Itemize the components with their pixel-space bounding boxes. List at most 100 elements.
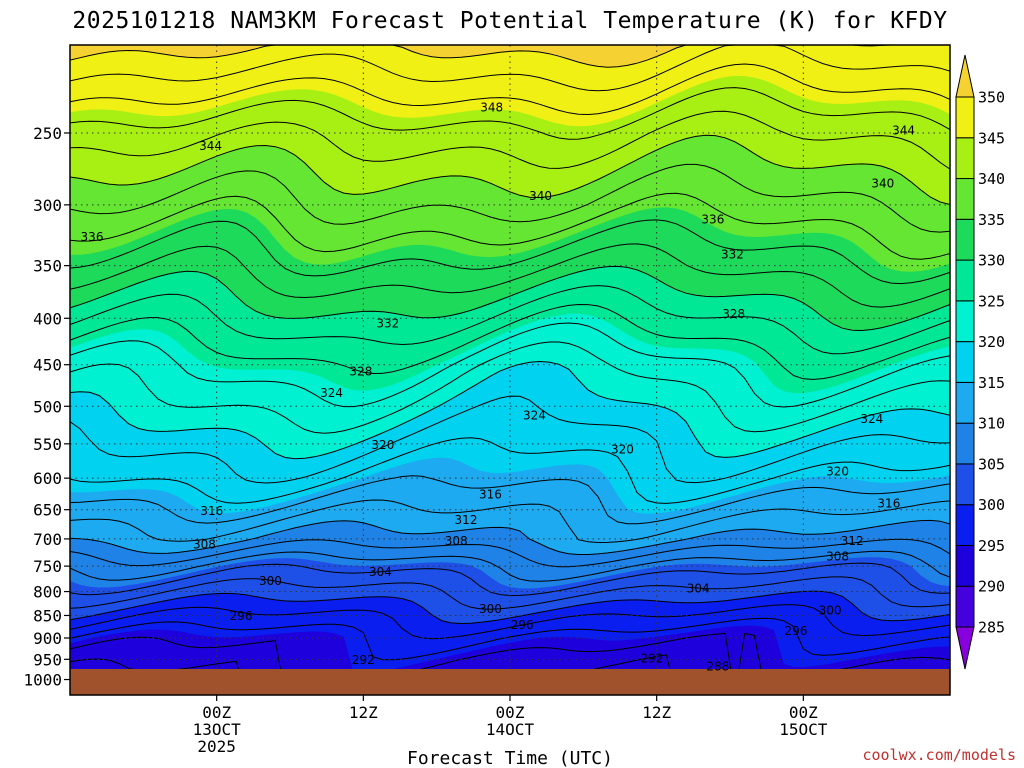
contour-label: 336 [81, 230, 104, 244]
colorbar-swatch-305 [955, 422, 975, 465]
colorbar-swatch-310 [955, 381, 975, 424]
contour-label: 316 [479, 488, 502, 502]
y-tick-label: 600 [33, 469, 62, 488]
y-tick-label: 800 [33, 583, 62, 602]
x-tick-date: 15OCT [779, 720, 828, 739]
colorbar-bottom-arrow [955, 626, 975, 670]
y-tick-label: 350 [33, 257, 62, 276]
colorbar-swatch-315 [955, 341, 975, 383]
contour-label: 308 [193, 537, 216, 551]
chart-title: 2025101218 NAM3KM Forecast Potential Tem… [72, 8, 947, 34]
contour-label: 308 [826, 549, 849, 563]
contour-label: 316 [200, 504, 223, 518]
colorbar-swatch-330 [955, 218, 975, 261]
contour-label: 316 [877, 496, 900, 510]
contour-label: 336 [701, 213, 724, 227]
colorbar-tick-label: 305 [978, 455, 1005, 473]
colorbar-swatch-335 [955, 178, 975, 220]
colorbar-tick-label: 330 [978, 252, 1005, 270]
y-tick-label: 650 [33, 501, 62, 520]
contour-330 [70, 265, 950, 332]
contour-label: 320 [826, 464, 849, 478]
contour-label: 312 [841, 534, 864, 548]
contour-label: 328 [722, 307, 745, 321]
x-tick-label: 00Z [789, 703, 818, 722]
contour-348 [70, 45, 950, 92]
contour-label: 340 [871, 177, 894, 191]
y-tick-label: 250 [33, 124, 62, 143]
credit-link[interactable]: coolwx.com/models [862, 746, 1016, 764]
contour-332 [70, 243, 950, 308]
contour-label: 304 [369, 565, 392, 579]
contour-322 [70, 341, 950, 434]
y-tick-label: 400 [33, 309, 62, 328]
contour-298 [70, 604, 950, 640]
contour-label: 348 [480, 100, 503, 114]
contour-label: 304 [687, 582, 710, 596]
colorbar-swatch-300 [955, 463, 975, 506]
contour-label: 320 [371, 438, 394, 452]
contour-312 [70, 499, 950, 544]
contour-label: 344 [199, 139, 222, 153]
y-tick-label: 1000 [23, 671, 62, 690]
surface-ground [70, 669, 950, 695]
colorbar-tick-label: 290 [978, 578, 1005, 596]
colorbar-tick-label: 340 [978, 170, 1005, 188]
x-tick-date: 13OCT [193, 720, 242, 739]
colorbar-tick-label: 335 [978, 211, 1005, 229]
contour-label: 300 [479, 602, 502, 616]
contour-label: 308 [445, 534, 468, 548]
contour-labels: 348 344 344 340 340 336 336 332 332 328 328 324 324 3… [81, 100, 915, 673]
contour-label: 288 [706, 659, 729, 673]
contour-label: 296 [785, 624, 808, 638]
contour-label: 296 [230, 609, 253, 623]
x-tick-year: 2025 [197, 737, 236, 756]
x-tick-label: 00Z [202, 703, 231, 722]
x-tick-date: 14OCT [486, 720, 535, 739]
y-tick-label: 750 [33, 557, 62, 576]
contour-label: 312 [455, 513, 478, 527]
contour-label: 340 [529, 189, 552, 203]
y-tick-label: 300 [33, 196, 62, 215]
contour-label: 300 [819, 603, 842, 617]
contour-label: 292 [640, 652, 663, 666]
contour-label: 332 [721, 248, 744, 262]
colorbar-tick-label: 320 [978, 333, 1005, 351]
colorbar-tick-label: 300 [978, 496, 1005, 514]
colorbar-tick-label: 350 [978, 89, 1005, 107]
contour-label: 296 [511, 618, 534, 632]
colorbar-swatch-340 [955, 137, 975, 180]
contour-label: 324 [523, 408, 546, 422]
contour-label: 320 [611, 442, 634, 456]
contour-label: 344 [892, 123, 915, 137]
colorbar-tick-label: 285 [978, 619, 1005, 637]
y-axis: 250 300 350 400 450 500 550 600 650 700 750 800 850 9… [23, 124, 70, 690]
colorbar-swatch-345 [955, 96, 975, 139]
y-tick-label: 450 [33, 356, 62, 375]
y-tick-label: 900 [33, 629, 62, 648]
colorbar-tick-label: 325 [978, 292, 1005, 310]
y-tick-label: 550 [33, 435, 62, 454]
colorbar-tick-label: 315 [978, 374, 1005, 392]
colorbar-tick-label: 295 [978, 537, 1005, 555]
colorbar-top-arrow [955, 54, 975, 98]
contour-308 [70, 538, 950, 568]
y-tick-label: 850 [33, 606, 62, 625]
colorbar-swatch-325 [955, 259, 975, 302]
plot-area: 348 344 344 340 340 336 336 332 332 328 328 324 324 3… [70, 45, 950, 695]
contour-320 [70, 360, 950, 460]
colorbar-swatch-290 [955, 544, 975, 587]
x-tick-label: 12Z [349, 703, 378, 722]
contour-326 [70, 303, 950, 380]
colorbar-tick-label: 345 [978, 129, 1005, 147]
contour-label: 300 [259, 574, 282, 588]
colorbar-swatch-285 [955, 585, 975, 628]
contour-label: 292 [352, 653, 375, 667]
contour-label: 324 [860, 412, 883, 426]
colorbar-swatch-295 [955, 504, 975, 546]
colorbar: 285 290 295 300 305 310 315 320 325 330 335 340 345 3… [955, 54, 1005, 670]
x-tick-label: 00Z [496, 703, 525, 722]
x-axis-label: Forecast Time (UTC) [407, 748, 613, 768]
